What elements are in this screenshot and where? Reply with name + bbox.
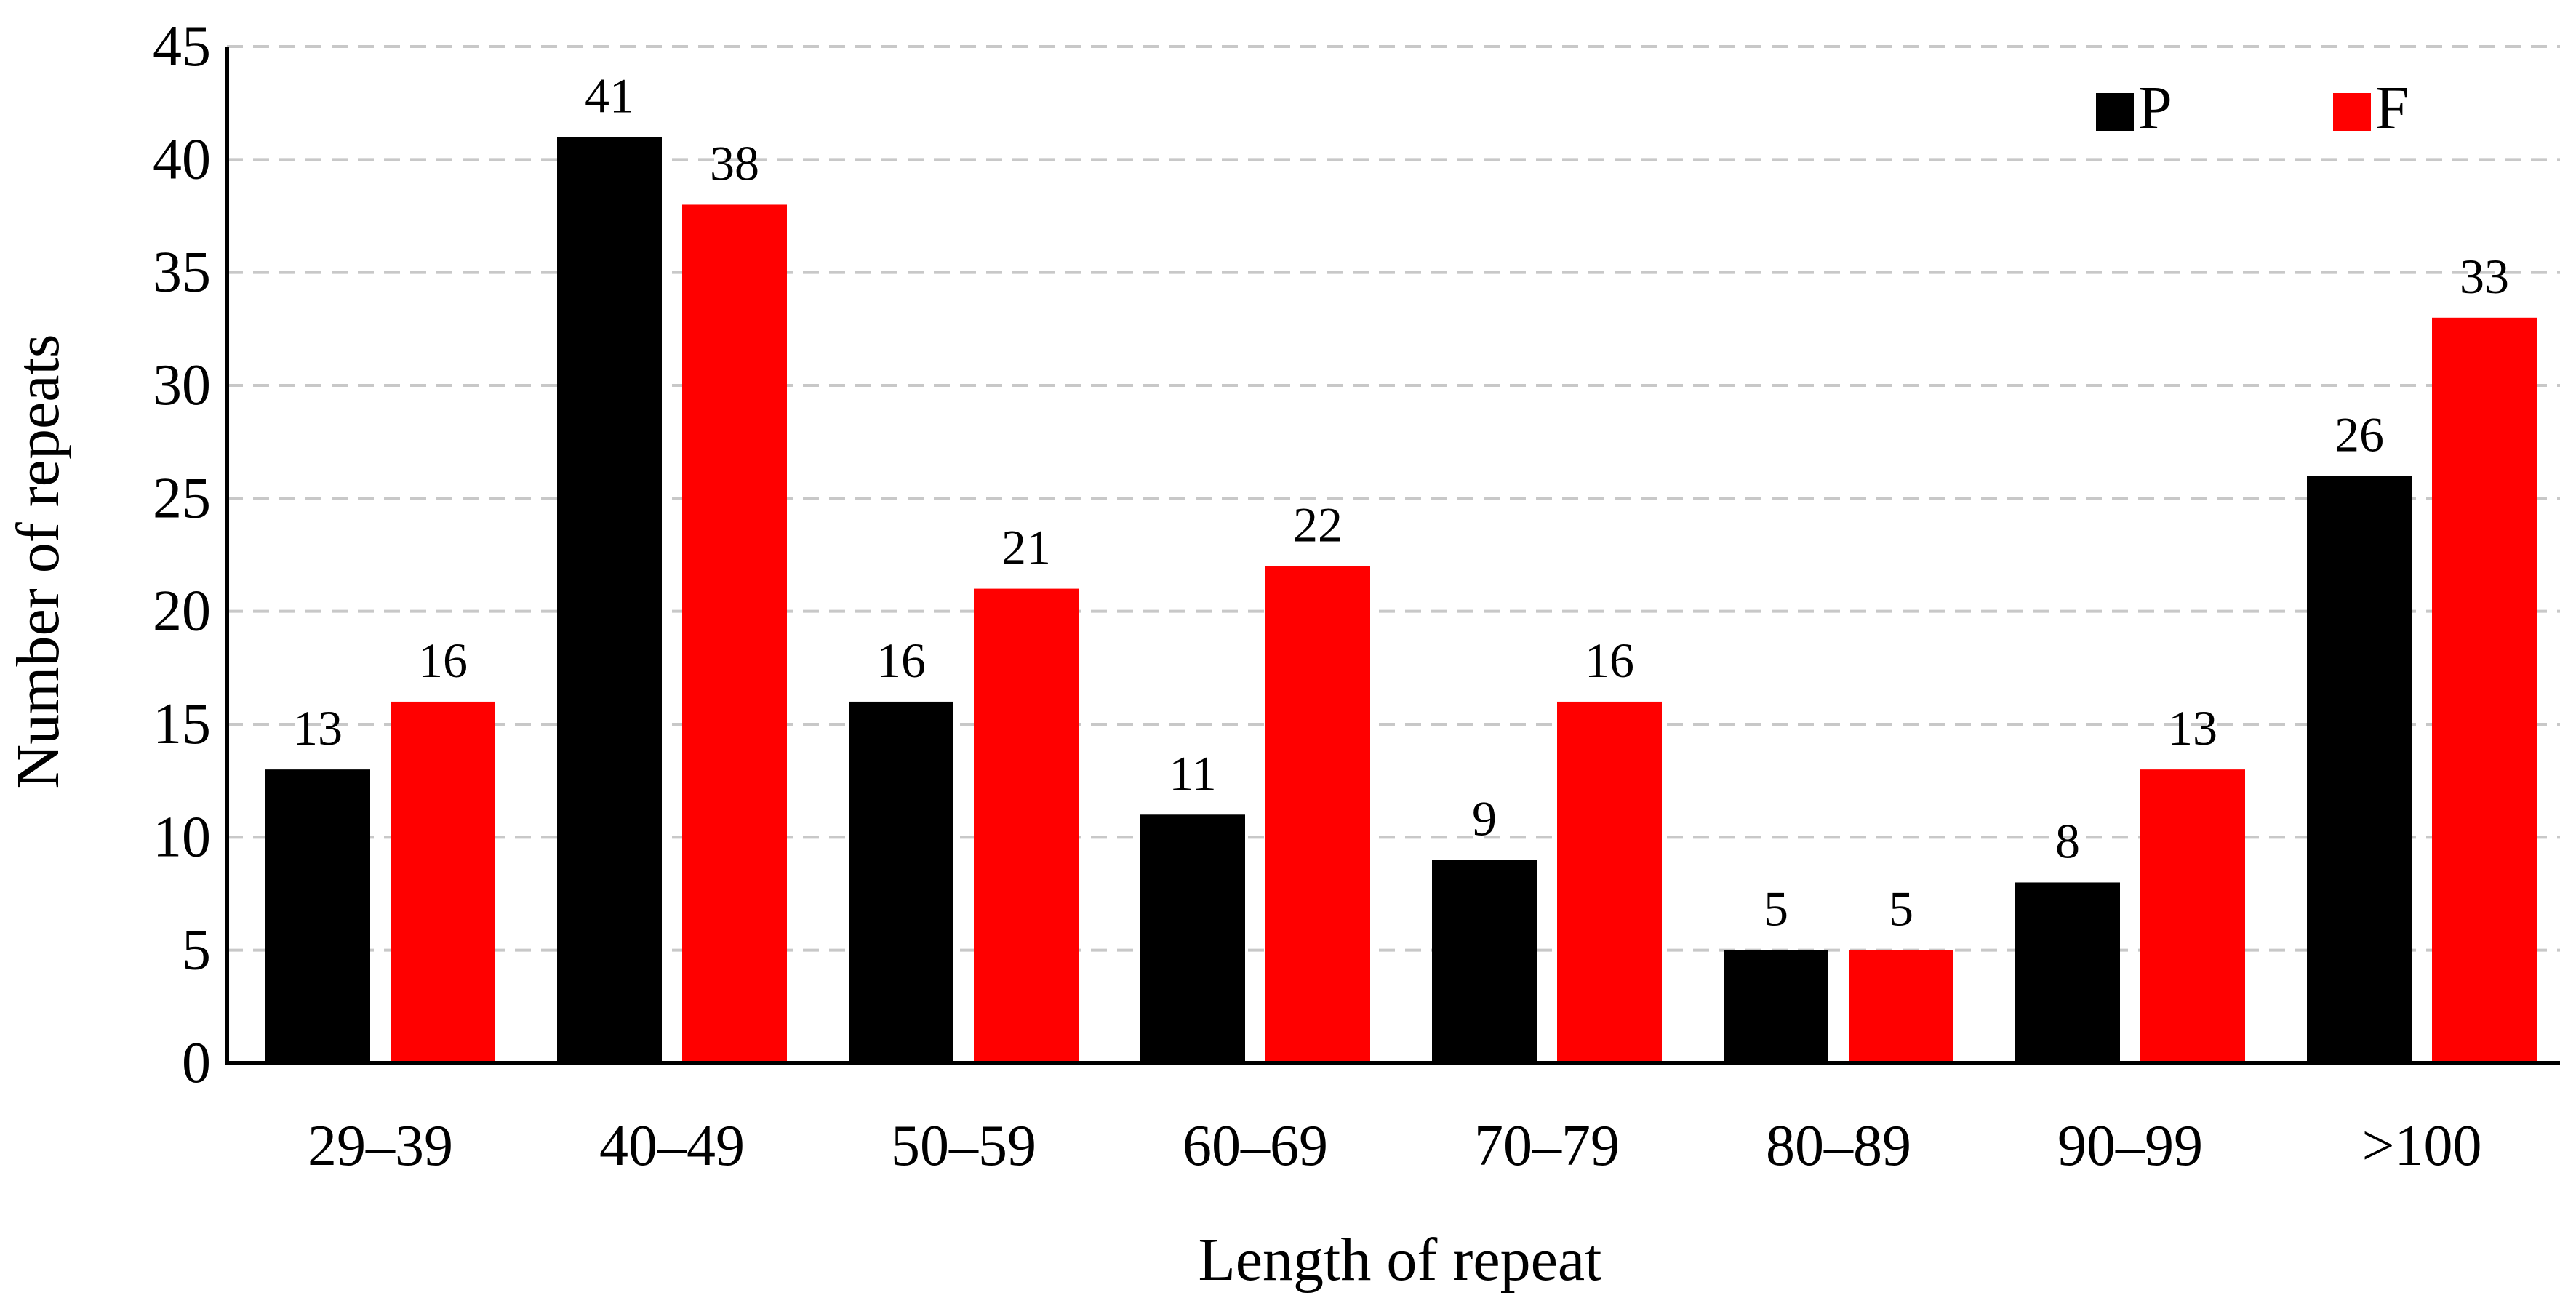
data-label: 16 <box>418 633 468 688</box>
data-label: 16 <box>876 633 926 688</box>
y-tick-label: 20 <box>153 580 211 644</box>
x-tick-label: 90–99 <box>2057 1114 2203 1178</box>
bar-P-6 <box>2015 882 2120 1063</box>
y-tick-label: 35 <box>153 241 211 305</box>
legend-swatch-F <box>2333 93 2371 131</box>
data-label: 33 <box>2460 249 2509 304</box>
bar-P-5 <box>1724 950 1828 1063</box>
x-tick-label: 40–49 <box>599 1114 745 1178</box>
data-label: 9 <box>1472 790 1497 846</box>
x-axis-title: Length of repeat <box>1198 1226 1601 1294</box>
bar-F-6 <box>2140 769 2245 1063</box>
y-tick-label: 0 <box>182 1031 211 1095</box>
y-tick-label: 15 <box>153 692 211 756</box>
data-label: 38 <box>710 135 759 191</box>
bar-P-1 <box>557 137 662 1064</box>
data-label: 41 <box>585 68 634 123</box>
y-tick-label: 5 <box>182 918 211 982</box>
bars <box>265 137 2537 1064</box>
bar-F-0 <box>391 701 495 1063</box>
x-tick-label: 29–39 <box>308 1114 453 1178</box>
bar-F-2 <box>974 588 1079 1063</box>
x-tick-label: >100 <box>2361 1114 2481 1178</box>
bar-P-7 <box>2307 476 2412 1063</box>
data-label: 5 <box>1889 881 1913 937</box>
x-tick-label: 70–79 <box>1474 1114 1620 1178</box>
bar-F-4 <box>1557 701 1662 1063</box>
data-label: 13 <box>2168 700 2217 756</box>
legend-label: P <box>2138 74 2172 142</box>
bar-F-5 <box>1849 950 1953 1063</box>
axes <box>225 47 2560 1065</box>
x-tick-label: 60–69 <box>1183 1114 1328 1178</box>
y-tick-label: 25 <box>153 466 211 530</box>
data-label: 5 <box>1764 881 1788 937</box>
data-labels: 13 41 16 11 9 5 8 26 16 38 21 22 16 5 13 33 <box>293 68 2509 936</box>
y-tick-label: 30 <box>153 353 211 417</box>
bar-P-0 <box>265 769 370 1063</box>
y-axis-title: Number of repeats <box>4 334 72 788</box>
data-label: 26 <box>2335 406 2384 462</box>
x-tick-label: 80–89 <box>1766 1114 1911 1178</box>
y-tick-label: 45 <box>153 15 211 79</box>
tick-labels: 0 5 10 15 20 25 30 35 40 45 29–39 40–49 50–59 60–69 70… <box>153 15 2482 1178</box>
data-label: 13 <box>293 700 343 756</box>
legend-swatch-P <box>2096 93 2134 131</box>
bar-P-2 <box>849 701 953 1063</box>
bar-P-3 <box>1140 814 1245 1063</box>
data-label: 21 <box>1001 520 1051 575</box>
bar-P-4 <box>1432 860 1537 1063</box>
bar-F-7 <box>2432 317 2537 1063</box>
bar-F-3 <box>1265 566 1370 1063</box>
legend-label: F <box>2375 74 2409 142</box>
data-label: 11 <box>1169 745 1216 801</box>
x-tick-label: 50–59 <box>891 1114 1036 1178</box>
data-label: 8 <box>2055 813 2080 868</box>
y-tick-label: 40 <box>153 127 211 191</box>
data-label: 22 <box>1293 497 1343 553</box>
y-tick-label: 10 <box>153 805 211 869</box>
bar-F-1 <box>682 204 787 1063</box>
data-label: 16 <box>1585 633 1634 688</box>
